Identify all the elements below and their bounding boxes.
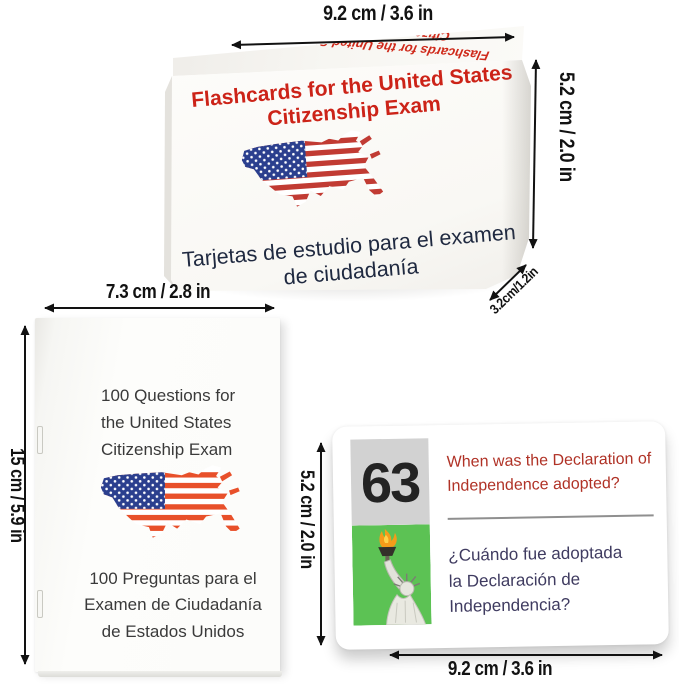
box-left-edge (164, 76, 173, 286)
card-question-english: When was the Declaration of Independence… (446, 450, 652, 495)
card-height-label: 5.2 cm / 2.0 in (296, 470, 317, 569)
sample-flashcard: 63 When was the Declaratio (332, 421, 669, 650)
box-height-label: 5.2 cm / 2.0 in (555, 72, 578, 182)
box-width-label: 9.2 cm / 3.6 in (323, 2, 433, 25)
usa-flag-map-icon (240, 128, 384, 211)
question-booklet: 100 Questions for the United States Citi… (35, 318, 282, 677)
booklet-title: 100 Questions for the United States Citi… (101, 386, 236, 460)
box-subtitle: Tarjetas de estudio para el examen de ci… (181, 220, 517, 290)
usa-flag-map-icon (100, 465, 240, 538)
card-divider (447, 514, 654, 520)
staple-icon (37, 426, 43, 454)
statue-of-liberty-icon (351, 524, 432, 626)
staple-icon (37, 590, 43, 618)
flashcards-box-front: Flashcards for the United States Citizen… (171, 60, 531, 291)
card-question-spanish: ¿Cuándo fue adoptada la Declaración de I… (448, 542, 623, 616)
booklet-height-label: 15 cm / 5.9 in (6, 448, 27, 543)
box-height-arrow (528, 59, 541, 249)
booklet-width-label: 7.3 cm / 2.8 in (105, 281, 211, 303)
card-image-panel (351, 524, 432, 626)
card-width-label: 9.2 cm / 3.6 in (447, 658, 553, 680)
booklet-subtitle: 100 Preguntas para el Examen de Ciudadan… (84, 569, 262, 641)
